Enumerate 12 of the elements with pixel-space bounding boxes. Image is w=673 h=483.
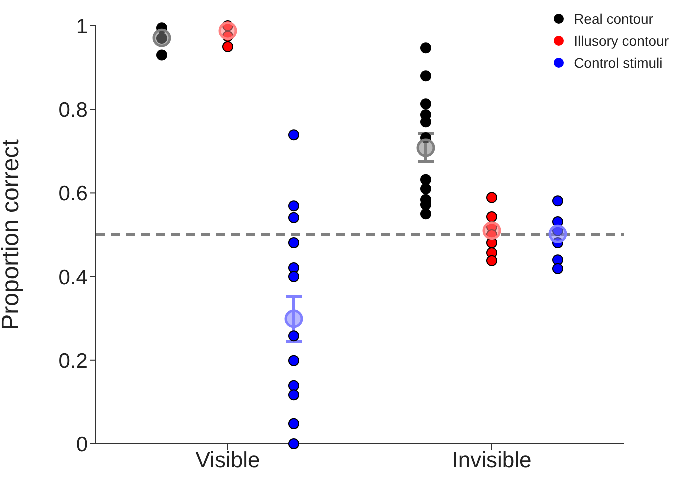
legend-label: Real contour xyxy=(574,10,654,29)
y-axis-title: Proportion correct xyxy=(0,139,25,330)
legend-label: Illusory contour xyxy=(574,32,669,51)
y-tick-label: 0.4 xyxy=(58,266,88,290)
x-tick-label: Visible xyxy=(196,448,260,473)
y-tick-label: 0.8 xyxy=(58,99,88,122)
x-tick-label: Invisible xyxy=(452,448,532,473)
legend-label: Control stimuli xyxy=(574,54,663,73)
y-tick-label: 1 xyxy=(76,15,88,38)
y-tick-label: 0.6 xyxy=(58,182,88,206)
y-tick-label: 0.2 xyxy=(58,350,88,373)
y-tick-label: 0 xyxy=(76,433,88,456)
